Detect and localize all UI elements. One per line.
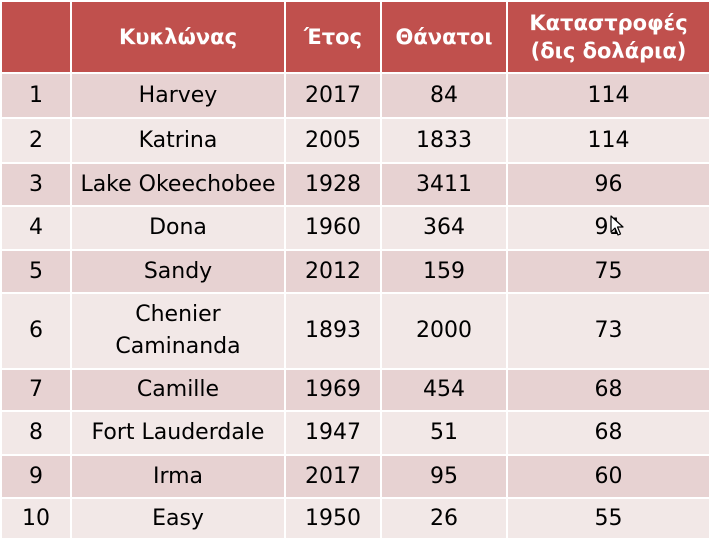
rank-cell: 5 <box>0 249 72 294</box>
year-cell: 1893 <box>284 292 382 370</box>
name-cell: Dona <box>70 205 286 251</box>
name-cell: Katrina <box>70 117 286 164</box>
rank-cell: 8 <box>0 410 72 456</box>
table-header-row: Κυκλώνας Έτος Θάνατοι Καταστροφές (δις δ… <box>0 0 709 74</box>
year-cell: 1950 <box>284 497 382 540</box>
name-cell: Easy <box>70 497 286 540</box>
header-name: Κυκλώνας <box>70 0 286 74</box>
name-cell: Sandy <box>70 249 286 294</box>
table-row: 3 Lake Okeechobee 1928 3411 96 <box>0 162 709 207</box>
damage-cell: 114 <box>506 117 709 164</box>
table-row: 6 Chenier Caminanda 1893 2000 73 <box>0 292 709 370</box>
deaths-cell: 2000 <box>380 292 508 370</box>
deaths-cell: 26 <box>380 497 508 540</box>
year-cell: 1969 <box>284 368 382 412</box>
rank-cell: 9 <box>0 454 72 499</box>
name-cell: Irma <box>70 454 286 499</box>
name-cell-line2: Caminanda <box>115 334 241 359</box>
name-cell: Fort Lauderdale <box>70 410 286 456</box>
header-damage-line1: Καταστροφές <box>529 11 688 35</box>
header-rank <box>0 0 72 74</box>
damage-cell: 73 <box>506 292 709 370</box>
table-row: 9 Irma 2017 95 60 <box>0 454 709 499</box>
deaths-cell: 84 <box>380 72 508 119</box>
deaths-cell: 95 <box>380 454 508 499</box>
table-row: 7 Camille 1969 454 68 <box>0 368 709 412</box>
table-row: 8 Fort Lauderdale 1947 51 68 <box>0 410 709 456</box>
name-cell: Lake Okeechobee <box>70 162 286 207</box>
rank-cell: 6 <box>0 292 72 370</box>
name-cell: Chenier Caminanda <box>70 292 286 370</box>
table-row: 10 Easy 1950 26 55 <box>0 497 709 540</box>
damage-cell: 55 <box>506 497 709 540</box>
header-damage-line2: (δις δολάρια) <box>530 39 687 63</box>
table-row: 1 Harvey 2017 84 114 <box>0 72 709 119</box>
deaths-cell: 364 <box>380 205 508 251</box>
damage-cell: 114 <box>506 72 709 119</box>
damage-cell: 68 <box>506 368 709 412</box>
table-row: 4 Dona 1960 364 91 <box>0 205 709 251</box>
damage-cell: 68 <box>506 410 709 456</box>
header-deaths: Θάνατοι <box>380 0 508 74</box>
rank-cell: 3 <box>0 162 72 207</box>
year-cell: 2017 <box>284 72 382 119</box>
name-cell: Harvey <box>70 72 286 119</box>
damage-cell: 96 <box>506 162 709 207</box>
rank-cell: 10 <box>0 497 72 540</box>
name-cell: Camille <box>70 368 286 412</box>
header-year: Έτος <box>284 0 382 74</box>
rank-cell: 4 <box>0 205 72 251</box>
rank-cell: 7 <box>0 368 72 412</box>
deaths-cell: 3411 <box>380 162 508 207</box>
year-cell: 2012 <box>284 249 382 294</box>
deaths-cell: 454 <box>380 368 508 412</box>
damage-cell: 75 <box>506 249 709 294</box>
rank-cell: 2 <box>0 117 72 164</box>
damage-cell: 91 <box>506 205 709 251</box>
name-cell-line1: Chenier <box>135 302 221 327</box>
year-cell: 1928 <box>284 162 382 207</box>
deaths-cell: 159 <box>380 249 508 294</box>
year-cell: 1947 <box>284 410 382 456</box>
table-row: 2 Katrina 2005 1833 114 <box>0 117 709 164</box>
rank-cell: 1 <box>0 72 72 119</box>
year-cell: 2005 <box>284 117 382 164</box>
header-damage: Καταστροφές (δις δολάρια) <box>506 0 709 74</box>
table-row: 5 Sandy 2012 159 75 <box>0 249 709 294</box>
damage-cell: 60 <box>506 454 709 499</box>
deaths-cell: 1833 <box>380 117 508 164</box>
year-cell: 2017 <box>284 454 382 499</box>
year-cell: 1960 <box>284 205 382 251</box>
deaths-cell: 51 <box>380 410 508 456</box>
